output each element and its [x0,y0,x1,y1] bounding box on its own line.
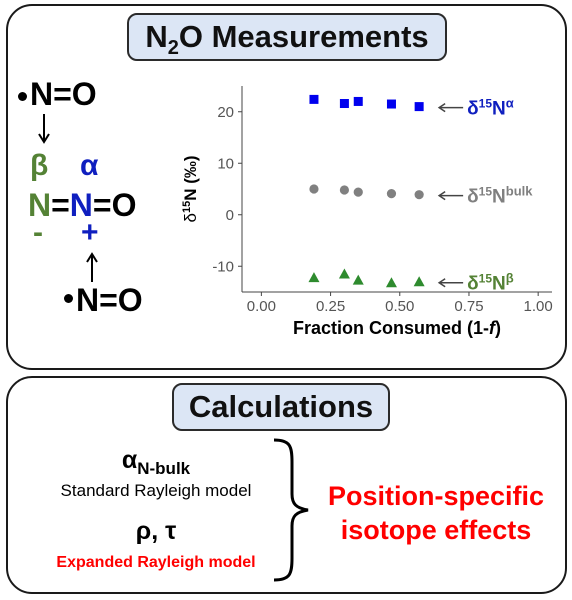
radical-no-top: N=O [30,76,97,112]
n-beta: N [28,187,52,223]
result-line-1: Position-specific [327,481,545,511]
data-point-triangle [338,268,350,279]
arrow-up-icon [86,252,98,282]
n2o-molecule: N=N=O [28,184,136,226]
n-alpha: N [69,187,93,223]
y-axis-label: δ15N (‰) [181,155,200,222]
rho-tau-symbols: ρ, τ [135,517,177,545]
bond-double-o: =O [92,187,137,223]
data-point-square [339,99,349,109]
y-tick-label: -10 [212,258,234,275]
x-tick-label: 0.75 [454,298,483,315]
plot-area [242,86,552,292]
data-point-circle [386,189,397,199]
radical-no-bottom: N=O [76,282,143,318]
data-point-square [414,102,424,112]
x-tick-label: 1.00 [524,298,553,315]
y-tick-label: 20 [217,104,234,121]
alpha-label: α [80,149,99,182]
expanded-rayleigh-label: Expanded Rayleigh model [56,554,256,571]
radical-dot-bottom [64,294,73,303]
series-label: δ15Nα [467,95,514,120]
y-tick-label: 10 [217,155,234,172]
data-point-square [353,96,363,106]
arrow-down-icon [38,114,50,144]
curly-brace-icon [273,438,309,582]
data-point-square [386,99,396,109]
data-point-triangle [413,276,425,287]
data-point-triangle [352,274,364,285]
x-tick-label: 0.00 [247,298,276,315]
data-point-square [309,94,319,104]
charge-plus: + [81,216,99,249]
x-axis-label: Fraction Consumed (1-f) [293,318,501,338]
series-arrow-head [437,278,446,288]
data-point-triangle [385,277,397,288]
measurements-title: N2O Measurements [127,13,447,61]
data-point-circle [414,190,424,200]
series-arrow-head [437,102,446,113]
result-line-2: isotope effects [340,515,532,545]
data-point-circle [339,185,350,195]
x-tick-label: 0.50 [385,298,414,315]
alpha-n-bulk-symbol: αN-bulk [121,446,191,478]
data-point-circle [309,184,319,194]
bond-double-1: = [51,187,70,223]
calculations-title: Calculations [172,383,390,431]
standard-rayleigh-label: Standard Rayleigh model [60,481,252,500]
charge-minus: - [33,216,43,249]
series-arrow-head [437,191,446,201]
data-point-circle [353,187,363,197]
isotope-scatter-chart: 0.00 0.25 0.50 0.75 1.00 -10 0 10 20 Fraction Con… [181,86,553,338]
series-label: δ15Nbulk [467,183,533,208]
data-point-triangle [308,272,320,283]
beta-label: β [30,149,49,182]
x-tick-label: 0.25 [316,298,345,315]
y-tick-label: 0 [226,207,234,224]
series-label: δ15Nβ [467,270,514,295]
radical-dot-top [18,92,27,101]
